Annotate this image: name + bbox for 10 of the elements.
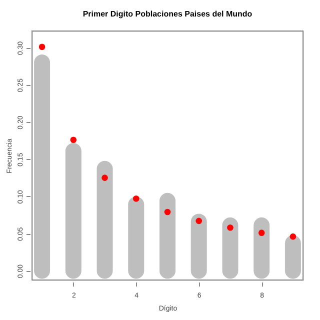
point [70,136,77,144]
point [102,174,108,181]
point [38,44,46,50]
chart-title: Primer Digito Poblaciones Paises del Mundo [82,10,252,18]
point [290,233,296,240]
point [164,208,171,216]
point [227,224,234,231]
point [258,230,265,236]
point [196,218,202,224]
point [132,195,140,202]
